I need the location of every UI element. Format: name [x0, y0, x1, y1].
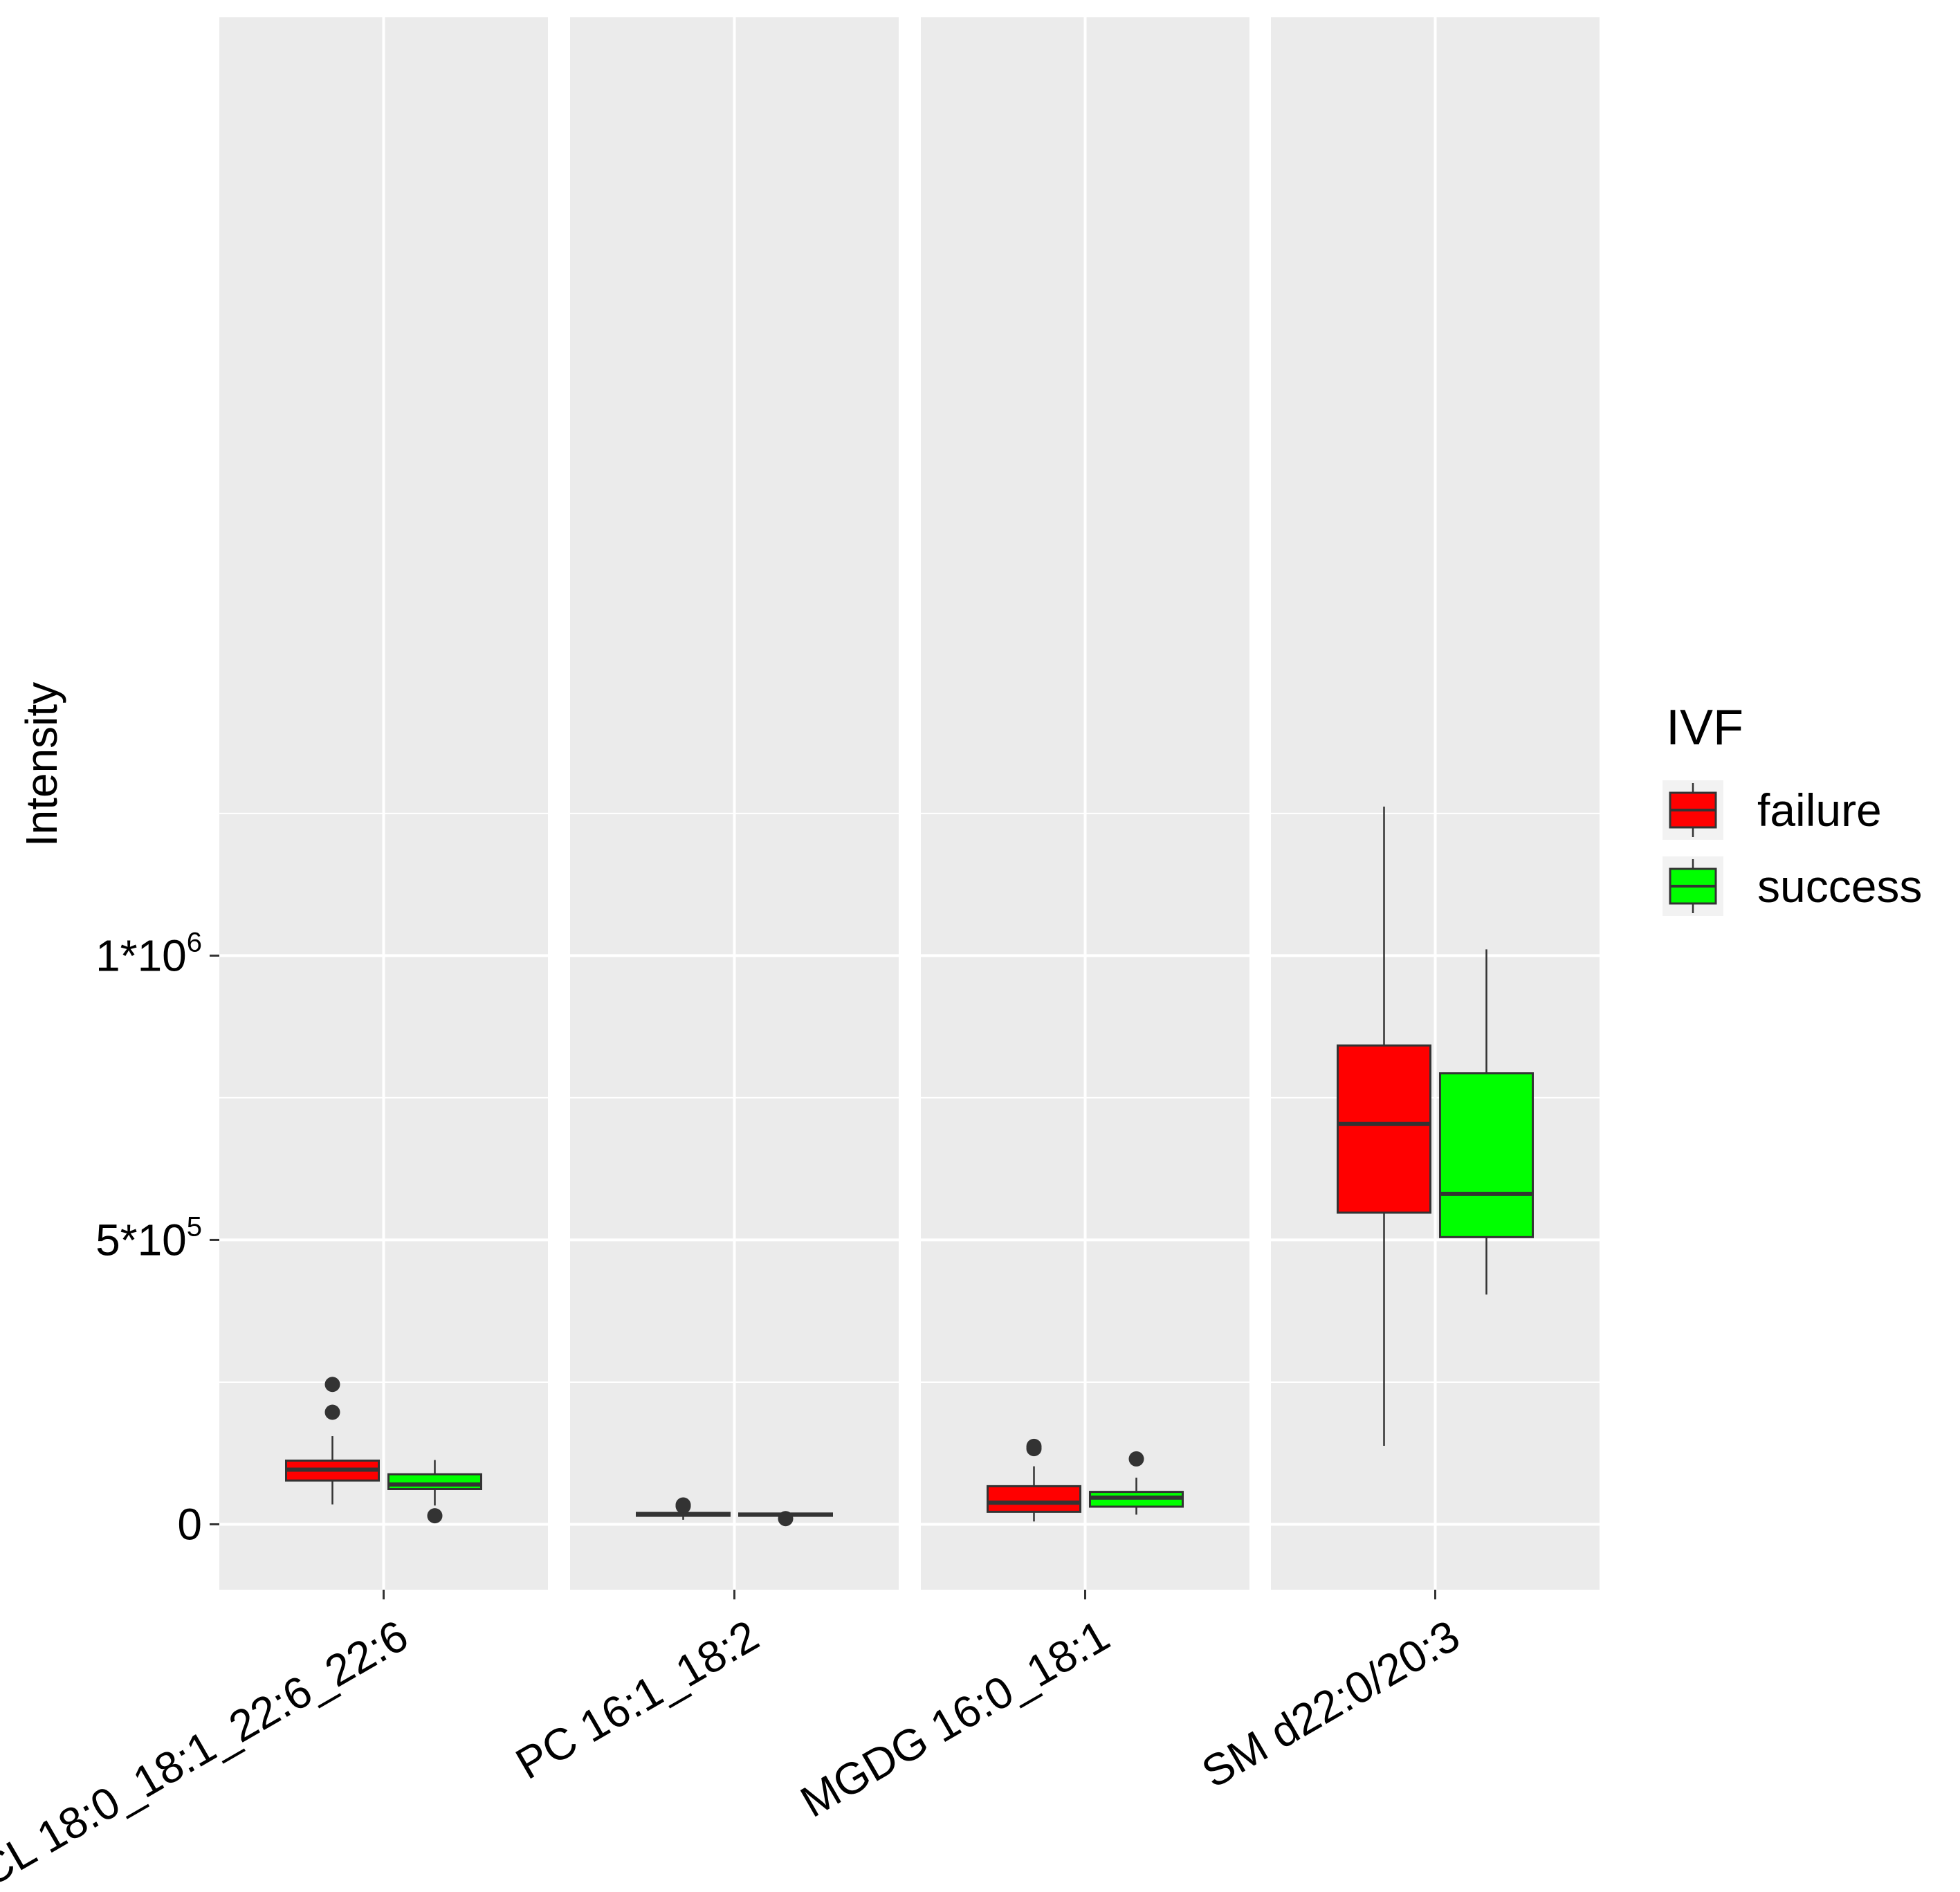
y-axis: 0 5*105 1*106 [95, 927, 219, 1549]
legend-item-success: success [1663, 856, 1922, 916]
facet-panels [219, 17, 1600, 1590]
outlier-point [1026, 1438, 1042, 1454]
y-axis-title: Intensity [17, 682, 66, 847]
box-iqr [1439, 1072, 1534, 1238]
x-tick-label: MGDG 16:0_18:1 [792, 1610, 1117, 1827]
y-tick-label: 1*106 [95, 927, 202, 980]
legend: IVF failure success [1663, 700, 1922, 916]
box-success-mgdg-16-0-18-1 [1089, 1451, 1184, 1515]
box-failure-cl-18-0-18-1-22-6-22-6 [285, 1377, 380, 1505]
box-failure-mgdg-16-0-18-1 [987, 1438, 1081, 1522]
outlier-point [1128, 1451, 1144, 1467]
box-success-sm-d22-0-20-3 [1439, 949, 1534, 1295]
y-tick-label: 5*105 [95, 1211, 202, 1265]
legend-item-failure: failure [1663, 780, 1882, 840]
x-tick-label: PC 16:1_18:2 [508, 1610, 767, 1789]
outlier-point [324, 1404, 340, 1420]
legend-title: IVF [1666, 700, 1743, 755]
outlier-point [324, 1377, 340, 1393]
facet-panel-sm-d22-0-20-3 [1271, 17, 1600, 1590]
outlier-point [427, 1508, 443, 1524]
box-success-cl-18-0-18-1-22-6-22-6 [387, 1460, 482, 1524]
facet-panel-pc-16-1-18-2 [570, 17, 899, 1590]
legend-label: success [1757, 861, 1922, 912]
box-failure-pc-16-1-18-2 [636, 1497, 731, 1520]
box-iqr [387, 1473, 482, 1490]
legend-items: failure success [1663, 780, 1922, 916]
x-tick-label: CL 18:0_18:1_22:6_22:6 [0, 1610, 416, 1892]
facet-panel-cl-18-0-18-1-22-6-22-6 [219, 17, 548, 1590]
box-iqr [987, 1485, 1081, 1513]
outlier-point [675, 1497, 691, 1513]
facet-panel-mgdg-16-0-18-1 [921, 17, 1249, 1590]
box-success-pc-16-1-18-2 [738, 1511, 833, 1527]
box-iqr [1337, 1044, 1431, 1214]
x-axis: CL 18:0_18:1_22:6_22:6 PC 16:1_18:2 MGDG 1… [0, 1590, 1468, 1892]
y-tick-label: 0 [177, 1499, 202, 1549]
legend-label: failure [1757, 784, 1882, 836]
outlier-point [778, 1511, 794, 1527]
box-failure-sm-d22-0-20-3 [1337, 807, 1431, 1446]
x-tick-label: SM d22:0/20:3 [1193, 1610, 1468, 1797]
